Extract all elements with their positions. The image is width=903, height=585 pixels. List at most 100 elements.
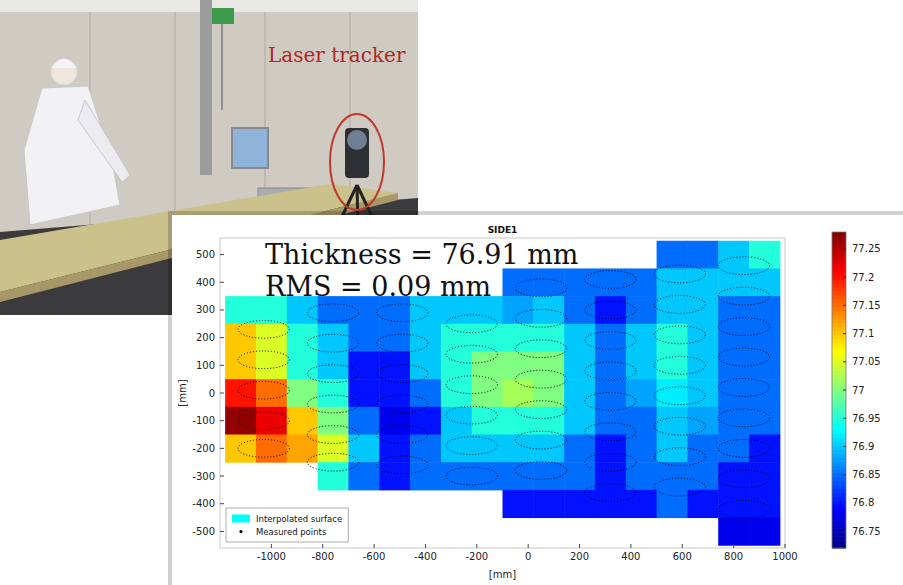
heatmap-cell: [441, 462, 472, 490]
heatmap-cell: [564, 435, 595, 463]
heatmap-cell: [718, 268, 749, 296]
colorbar-segment: [832, 445, 846, 450]
colorbar-segment: [832, 426, 846, 431]
heatmap-cell: [472, 462, 503, 490]
measured-points: [718, 318, 769, 336]
heatmap-cell: [441, 351, 472, 379]
colorbar-frame: [832, 232, 846, 548]
heatmap-cell: [533, 435, 564, 463]
colorbar-segment: [832, 248, 846, 253]
heatmap-cell: [564, 490, 595, 518]
measured-points: [307, 453, 358, 471]
colorbar-tick-label: 76.8: [852, 497, 874, 508]
heatmap-cell: [718, 518, 749, 546]
colorbar-segment: [832, 505, 846, 510]
heatmap-cell: [718, 435, 749, 463]
colorbar-segment: [832, 303, 846, 308]
measured-points: [585, 484, 636, 502]
heatmap-cell: [657, 462, 688, 490]
heatmap-cell: [595, 324, 626, 352]
y-tick: [220, 365, 224, 366]
wall-seam: [174, 12, 176, 230]
measured-points: [654, 356, 705, 374]
heatmap-cell: [657, 241, 688, 269]
heatmap-cell: [256, 407, 287, 435]
measured-points: [718, 440, 769, 458]
x-tick: [785, 544, 786, 548]
heatmap-cell: [749, 241, 780, 269]
heatmap-cell: [256, 324, 287, 352]
heatmap-cell: [718, 241, 749, 269]
colorbar-segment: [832, 236, 846, 241]
colorbar-segment: [832, 378, 846, 383]
colorbar-segment: [832, 520, 846, 525]
colorbar-segment: [832, 398, 846, 403]
heatmap-cell: [472, 407, 503, 435]
colorbar-tick: [843, 446, 846, 447]
colorbar-segment: [832, 532, 846, 537]
measured-points: [718, 379, 769, 397]
y-tick: [220, 531, 224, 532]
x-tick: [579, 544, 580, 548]
heatmap-cell: [287, 351, 318, 379]
tracker-circle: [330, 114, 384, 210]
y-tick-label: -200: [192, 443, 215, 454]
measured-points: [718, 348, 769, 366]
heatmap-cell: [595, 268, 626, 296]
heatmap-cell: [626, 379, 657, 407]
x-tick: [322, 544, 323, 548]
heatmap-cell: [287, 379, 318, 407]
figure: Laser tracker-1000-800-600-400-200020040…: [0, 0, 903, 585]
measured-points: [515, 462, 566, 480]
measured-points: [654, 448, 705, 466]
heatmap-cell: [225, 296, 256, 324]
colorbar-segment: [832, 457, 846, 462]
heatmap-cell: [348, 435, 379, 463]
heatmap-cell: [503, 462, 534, 490]
measured-points: [446, 467, 497, 485]
heatmap-cell: [687, 351, 718, 379]
measured-points: [515, 279, 566, 297]
colorbar-segment: [832, 315, 846, 320]
measured-points: [654, 296, 705, 314]
heatmap-cell: [441, 324, 472, 352]
legend-marker: [239, 530, 242, 533]
heatmap-cell: [626, 268, 657, 296]
heatmap-cell: [318, 324, 349, 352]
colorbar-segment: [832, 370, 846, 375]
heatmap-cell: [626, 462, 657, 490]
colorbar-segment: [832, 358, 846, 363]
heatmap-cell: [318, 407, 349, 435]
x-tick: [476, 544, 477, 548]
x-tick-label: 1000: [772, 551, 797, 562]
colorbar-segment: [832, 465, 846, 470]
y-tick-label: 200: [196, 332, 215, 343]
legend-label: Interpolated surface: [256, 514, 342, 524]
colorbar-segment: [832, 279, 846, 284]
colorbar-segment: [832, 390, 846, 395]
heatmap-cell: [225, 351, 256, 379]
colorbar-segment: [832, 366, 846, 371]
x-tick-label: -400: [414, 551, 437, 562]
heatmap-cell: [687, 490, 718, 518]
measured-points: [515, 340, 566, 358]
heatmap-cell: [533, 407, 564, 435]
x-tick-label: -800: [311, 551, 334, 562]
colorbar-segment: [832, 362, 846, 367]
heatmap-cell: [749, 268, 780, 296]
colorbar-tick: [843, 248, 846, 249]
crane-motor: [212, 8, 234, 24]
heatmap-cell: [441, 407, 472, 435]
heatmap-cell: [564, 462, 595, 490]
x-tick: [374, 544, 375, 548]
axes-frame: [220, 238, 785, 548]
colorbar-segment: [832, 252, 846, 257]
colorbar-segment: [832, 331, 846, 336]
colorbar-segment: [832, 461, 846, 466]
plot-area: [225, 241, 780, 546]
person-arm: [78, 100, 130, 182]
heatmap-cell: [595, 296, 626, 324]
x-tick: [733, 544, 734, 548]
panel-shadow: [168, 211, 903, 585]
heatmap-cell: [287, 435, 318, 463]
